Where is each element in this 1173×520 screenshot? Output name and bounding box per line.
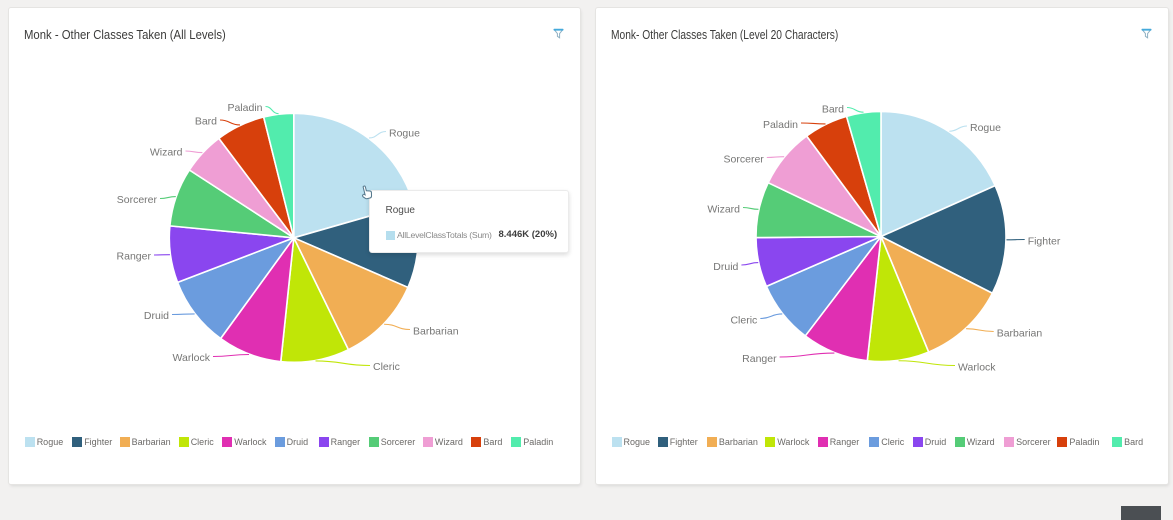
svg-text:Wizard: Wizard bbox=[150, 147, 183, 159]
svg-text:Warlock: Warlock bbox=[172, 352, 210, 364]
svg-text:Druid: Druid bbox=[144, 310, 169, 322]
svg-text:Bard: Bard bbox=[822, 104, 844, 116]
svg-text:Ranger: Ranger bbox=[117, 251, 152, 263]
svg-text:Paladin: Paladin bbox=[763, 119, 798, 131]
svg-text:Warlock: Warlock bbox=[958, 362, 996, 374]
svg-text:Rogue: Rogue bbox=[970, 122, 1001, 134]
svg-text:Cleric: Cleric bbox=[730, 315, 757, 327]
svg-text:Sorcerer: Sorcerer bbox=[117, 194, 158, 206]
svg-text:Ranger: Ranger bbox=[742, 353, 777, 365]
svg-text:Fighter: Fighter bbox=[1028, 236, 1061, 248]
svg-text:Bard: Bard bbox=[195, 116, 217, 128]
svg-text:Barbarian: Barbarian bbox=[997, 328, 1043, 340]
svg-text:Cleric: Cleric bbox=[373, 361, 400, 373]
svg-text:Wizard: Wizard bbox=[707, 204, 740, 216]
svg-text:Barbarian: Barbarian bbox=[413, 326, 459, 338]
svg-text:Sorcerer: Sorcerer bbox=[724, 154, 765, 166]
svg-text:Rogue: Rogue bbox=[389, 128, 420, 140]
svg-text:Druid: Druid bbox=[713, 261, 738, 273]
svg-text:Paladin: Paladin bbox=[227, 102, 262, 114]
